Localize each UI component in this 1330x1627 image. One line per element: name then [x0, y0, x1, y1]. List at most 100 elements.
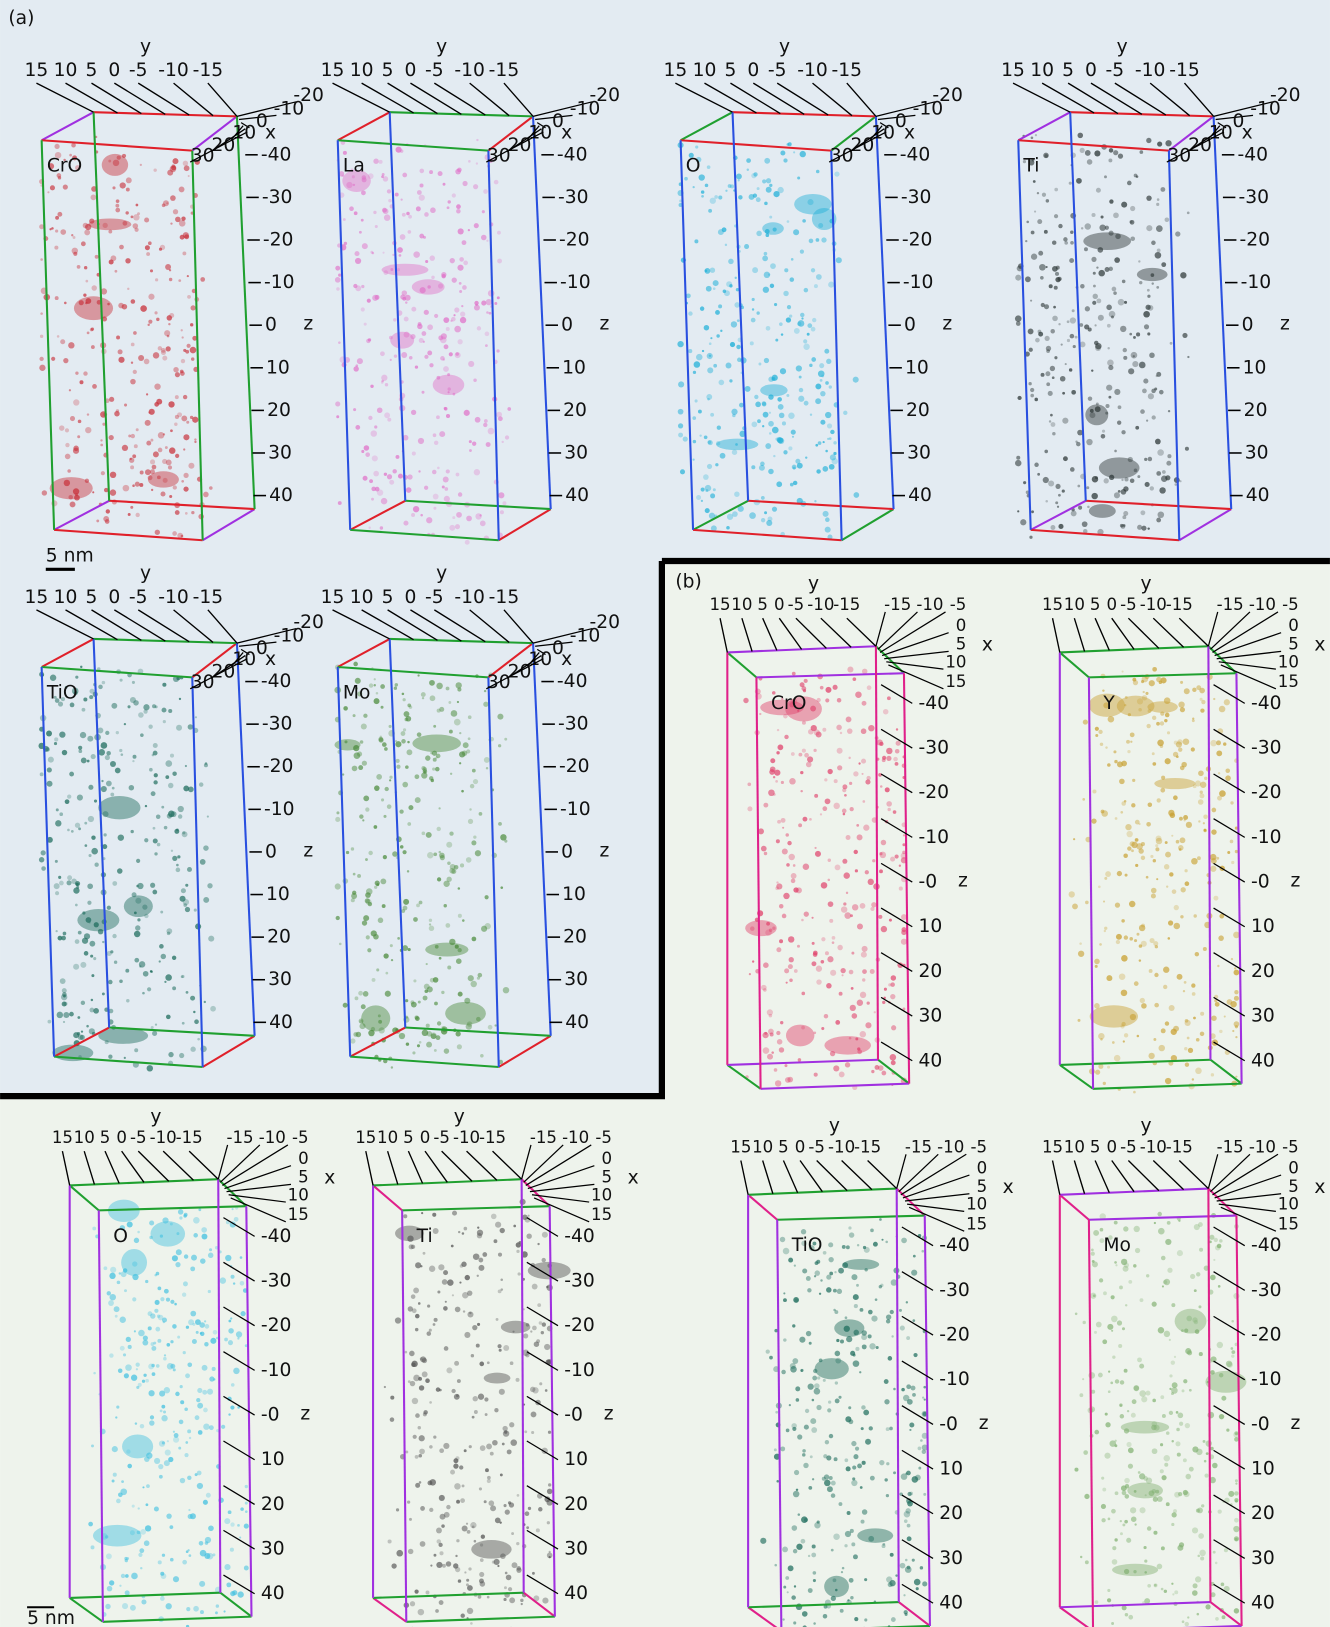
- atom-dot: [822, 1477, 826, 1481]
- atom-dot: [813, 952, 818, 957]
- atom-dot: [827, 956, 833, 962]
- atom-dot: [1122, 1605, 1127, 1610]
- atom-dot: [78, 827, 81, 830]
- atom-dot: [422, 391, 425, 394]
- atom-dot: [743, 698, 748, 703]
- atom-dot: [1148, 393, 1154, 399]
- atom-dot: [1158, 1327, 1165, 1334]
- atom-dot: [1178, 1413, 1184, 1419]
- atom-dot: [147, 987, 151, 991]
- atom-dot: [854, 1617, 858, 1621]
- z-tick-label: -0: [1251, 872, 1270, 893]
- atom-dot: [834, 171, 839, 176]
- atom-dot: [180, 235, 185, 240]
- atom-dot: [485, 895, 489, 899]
- atom-dot: [802, 1449, 805, 1452]
- atom-dot: [464, 1332, 470, 1338]
- atom-dot: [485, 1413, 488, 1416]
- atom-dot: [1113, 750, 1116, 753]
- atom-dot: [457, 265, 463, 271]
- atom-dot: [1187, 1616, 1189, 1618]
- atom-dot: [854, 850, 858, 854]
- atom-dot: [92, 384, 97, 389]
- atom-dot: [1093, 272, 1096, 275]
- atom-dot: [762, 256, 768, 262]
- atom-dot: [54, 144, 59, 149]
- y-tick-label: 5: [1090, 1138, 1101, 1157]
- x-axis-label: x: [265, 122, 276, 143]
- atom-dot: [1109, 148, 1113, 152]
- atom-dot: [827, 1408, 831, 1412]
- atom-dot: [179, 698, 181, 700]
- atom-dot: [1131, 1516, 1137, 1522]
- atom-dot: [134, 1238, 139, 1243]
- x-tick-label: -5: [1282, 595, 1299, 614]
- atom-dot: [454, 865, 459, 870]
- atom-dot: [1052, 376, 1055, 379]
- atom-dot: [1107, 347, 1109, 349]
- atom-dot: [60, 339, 65, 344]
- atom-dot: [1115, 1440, 1117, 1442]
- atom-dot: [484, 1500, 487, 1503]
- atom-dot: [1133, 1264, 1136, 1267]
- atom-dot: [145, 245, 150, 250]
- atom-dot: [801, 1539, 806, 1544]
- z-tick-label: -10: [939, 1369, 970, 1390]
- atom-dot: [109, 259, 114, 264]
- atom-dot: [153, 827, 156, 830]
- atom-dot: [452, 1211, 457, 1216]
- atom-dot: [176, 1249, 182, 1255]
- atom-dot: [783, 893, 789, 899]
- atom-dot: [1124, 1369, 1128, 1373]
- atom-dot: [123, 485, 130, 492]
- atom-dot: [182, 1293, 186, 1297]
- atom-dot: [336, 287, 339, 290]
- atom-dot: [375, 225, 378, 228]
- atom-dot: [752, 267, 758, 273]
- atom-dot: [93, 957, 96, 960]
- atom-dot: [726, 281, 732, 287]
- atom-dot: [189, 1437, 191, 1439]
- atom-dot: [446, 469, 450, 473]
- atom-dot: [1172, 889, 1177, 894]
- z-tick-label: -30: [1239, 187, 1270, 208]
- atom-dot: [851, 1542, 855, 1546]
- atom-dot: [481, 300, 486, 305]
- atom-dot: [1057, 506, 1059, 508]
- atom-dot: [450, 258, 455, 263]
- atom-dot: [1146, 420, 1148, 422]
- atom-dot: [694, 361, 701, 368]
- atom-dot: [1218, 772, 1220, 774]
- atom-dot: [1173, 1026, 1179, 1032]
- atom-dot: [835, 1381, 838, 1384]
- atom-dot: [780, 1021, 783, 1024]
- atom-dot: [417, 732, 422, 737]
- atom-dot: [1178, 701, 1184, 707]
- atom-dot: [374, 785, 380, 791]
- atom-dot: [448, 701, 451, 704]
- atom-cluster: [824, 1036, 871, 1055]
- atom-dot: [1224, 699, 1230, 705]
- atom-dot: [1235, 1483, 1237, 1485]
- atom-dot: [1217, 965, 1219, 967]
- atom-dot: [1140, 409, 1145, 414]
- atom-dot: [695, 399, 698, 402]
- atom-dot: [434, 1318, 438, 1322]
- atom-dot: [793, 864, 796, 867]
- atom-dot: [403, 728, 406, 731]
- atom-dot: [376, 774, 382, 780]
- atom-dot: [734, 491, 739, 496]
- atom-dot: [846, 1245, 850, 1249]
- atom-dot: [104, 1266, 108, 1270]
- atom-dot: [777, 820, 781, 824]
- atom-dot: [705, 269, 708, 272]
- atom-dot: [1132, 779, 1135, 782]
- atom-dot: [1154, 973, 1158, 977]
- atom-dot: [143, 971, 149, 977]
- atom-dot: [787, 305, 791, 309]
- atom-dot: [811, 961, 816, 966]
- atom-dot: [162, 1441, 165, 1444]
- atom-dot: [422, 1371, 428, 1377]
- atom-dot: [1209, 1235, 1214, 1240]
- atom-dot: [421, 772, 427, 778]
